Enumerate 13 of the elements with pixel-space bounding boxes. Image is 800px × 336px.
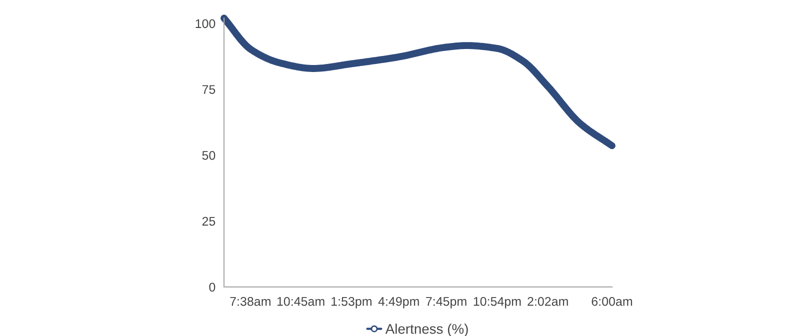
y-tick-label: 50 [202, 150, 216, 160]
x-tick-label: 6:00am [592, 296, 632, 306]
x-tick-label: 1:53pm [332, 296, 372, 308]
x-tick-label: 10:54pm [474, 296, 521, 308]
y-tick-label: 100 [196, 19, 216, 28]
x-tick-label: 7:38am [230, 296, 270, 306]
x-tick-label: 2:02am [528, 296, 568, 306]
y-tick-label: 0 [209, 282, 216, 292]
x-tick-label: 4:49pm [378, 296, 419, 308]
y-tick-label: 25 [202, 216, 216, 226]
y-tick-label: 75 [202, 85, 216, 94]
x-tick-label: 10:45am [277, 296, 324, 306]
x-tick-label: 7:45pm [426, 297, 466, 308]
